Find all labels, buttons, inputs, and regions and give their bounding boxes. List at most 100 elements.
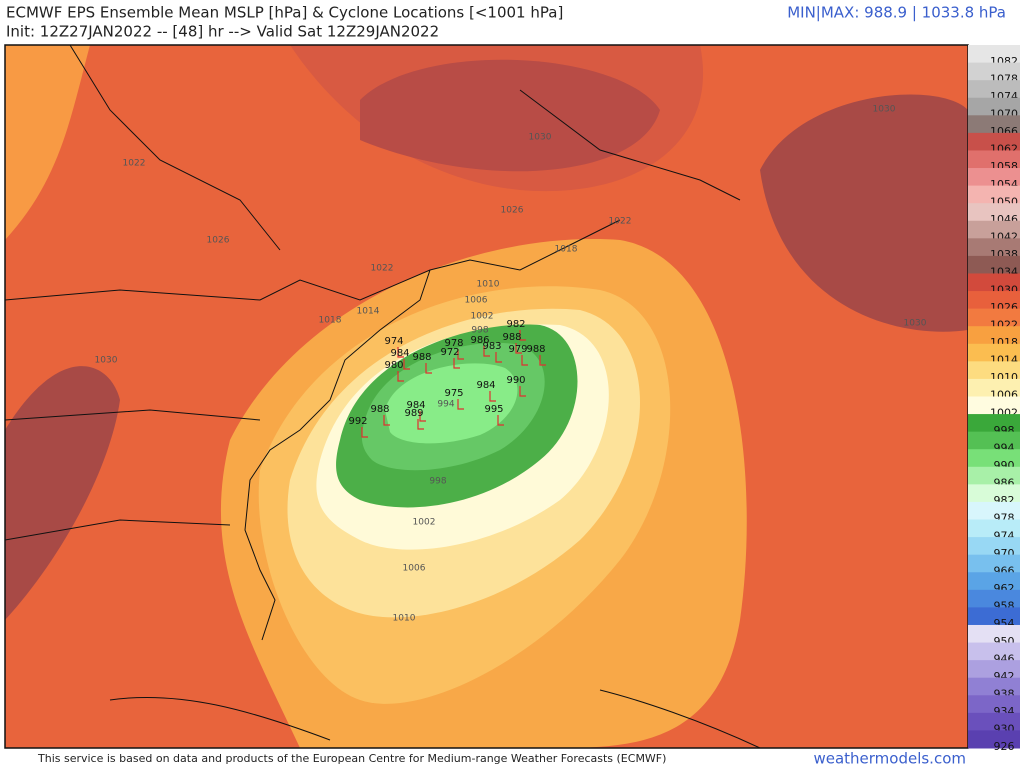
cyclone-label: 984 bbox=[390, 348, 409, 359]
contour-label: 1018 bbox=[555, 245, 578, 255]
contour-label: 998 bbox=[471, 326, 488, 336]
low-marker bbox=[521, 355, 528, 366]
contour-label: 1030 bbox=[904, 319, 927, 329]
colorbar-swatch bbox=[968, 730, 1020, 749]
colorbar-swatch bbox=[968, 572, 1020, 591]
min-max: MIN|MAX: 988.9 | 1033.8 hPa bbox=[787, 4, 1006, 22]
init-line: Init: 12Z27JAN2022 -- [48] hr --> Valid … bbox=[6, 23, 439, 41]
contour-label: 1022 bbox=[123, 159, 146, 169]
low-marker bbox=[397, 371, 404, 382]
field-1034 bbox=[360, 59, 660, 172]
field-1018 bbox=[5, 45, 90, 240]
colorbar-swatch bbox=[968, 185, 1020, 204]
map: 1022 1026 1030 1026 1022 1018 1022 1014 1018 1010… bbox=[4, 44, 969, 749]
cyclone-label: 975 bbox=[444, 388, 463, 399]
colorbar-swatch bbox=[968, 414, 1020, 433]
colorbar-swatch bbox=[968, 220, 1020, 239]
colorbar-label: 926 bbox=[994, 740, 1015, 753]
colorbar-swatch bbox=[968, 273, 1020, 292]
cyclone-label: 983 bbox=[482, 341, 501, 352]
colorbar-swatch bbox=[968, 168, 1020, 187]
colorbar-swatch bbox=[968, 624, 1020, 644]
contour-label: 1022 bbox=[371, 264, 394, 274]
low-marker bbox=[417, 419, 424, 430]
site: weathermodels.com bbox=[813, 750, 966, 768]
colorbar-swatch bbox=[968, 97, 1020, 116]
low-marker bbox=[425, 363, 432, 374]
low-marker bbox=[397, 347, 404, 358]
colorbar-swatch bbox=[968, 45, 1020, 64]
colorbar-swatch bbox=[968, 554, 1020, 573]
caribbean-coast bbox=[109, 689, 761, 748]
colorbar-swatch bbox=[968, 132, 1020, 151]
colorbar-swatch bbox=[968, 361, 1020, 380]
disclaimer: This service is based on data and produc… bbox=[37, 752, 666, 765]
contour-label: 994 bbox=[437, 400, 454, 410]
cyclone-label: 982 bbox=[506, 319, 525, 330]
cyclone-label: 992 bbox=[348, 416, 367, 427]
low-marker bbox=[457, 399, 464, 410]
colorbar-swatch bbox=[968, 203, 1020, 222]
colorbar-swatch bbox=[968, 115, 1020, 134]
colorbar-swatch bbox=[968, 80, 1020, 99]
low-marker bbox=[515, 343, 522, 354]
low-marker bbox=[519, 386, 526, 397]
cyclone-label: 986 bbox=[470, 335, 489, 346]
colorbar-swatch bbox=[968, 589, 1020, 608]
contour-label: 1018 bbox=[319, 316, 342, 326]
contour-label: 1010 bbox=[393, 614, 416, 624]
low-marker bbox=[483, 346, 490, 357]
colorbar-swatch bbox=[968, 660, 1020, 679]
colorbar-swatch bbox=[968, 255, 1020, 274]
colorbar-swatch bbox=[968, 326, 1020, 345]
colorbar-swatch bbox=[968, 484, 1020, 503]
colorbar-swatch bbox=[968, 238, 1020, 257]
contour-label: 1010 bbox=[477, 280, 500, 290]
contour-label: 998 bbox=[429, 477, 446, 487]
cyclone-label: 979 bbox=[508, 344, 527, 355]
colorbar-swatch bbox=[968, 150, 1020, 169]
low-marker bbox=[519, 330, 526, 341]
low-marker bbox=[495, 352, 502, 363]
colorbar-swatch bbox=[968, 62, 1020, 81]
colorbar-swatch bbox=[968, 396, 1020, 415]
colorbar-swatch bbox=[968, 642, 1020, 661]
colorbar-swatch bbox=[968, 677, 1020, 696]
cyclone-label: 988 bbox=[526, 344, 545, 355]
colorbar-swatch bbox=[968, 607, 1020, 626]
field-1034-east bbox=[760, 94, 968, 332]
contour-label: 1006 bbox=[465, 296, 488, 306]
colorbar-swatch bbox=[968, 308, 1020, 327]
cyclone-label: 989 bbox=[404, 408, 423, 419]
contour-label: 1030 bbox=[95, 356, 118, 366]
colorbar-swatch bbox=[968, 449, 1020, 468]
cyclone-label: 978 bbox=[444, 338, 463, 349]
cyclone-label: 984 bbox=[476, 380, 495, 391]
colorbar-swatch bbox=[968, 343, 1020, 362]
contour-label: 1022 bbox=[609, 217, 632, 227]
title: ECMWF EPS Ensemble Mean MSLP [hPa] & Cyc… bbox=[6, 4, 563, 22]
colorbar-swatch bbox=[968, 291, 1020, 310]
low-marker bbox=[403, 359, 410, 370]
borders bbox=[5, 45, 741, 641]
cyclone-label: 974 bbox=[384, 336, 403, 347]
cyclone-label: 984 bbox=[406, 400, 425, 411]
contour-label: 1002 bbox=[413, 518, 436, 528]
colorbar-swatch bbox=[968, 712, 1020, 731]
colorbar-swatch bbox=[968, 519, 1020, 538]
cyclone-label: 990 bbox=[506, 375, 525, 386]
contour-label: 1030 bbox=[529, 133, 552, 143]
contour-label: 1002 bbox=[471, 312, 494, 322]
cyclone-label: 980 bbox=[384, 360, 403, 371]
cyclone-label: 972 bbox=[440, 347, 459, 358]
contour-label: 1026 bbox=[207, 236, 230, 246]
contour-label: 1026 bbox=[501, 206, 524, 216]
low-marker bbox=[497, 415, 504, 426]
contour-label: 1006 bbox=[403, 564, 426, 574]
colorbar: 1082107810741070106610621058105410501046… bbox=[968, 45, 1020, 753]
low-marker bbox=[419, 411, 426, 422]
contour-label: 1014 bbox=[357, 307, 380, 317]
low-marker bbox=[361, 427, 368, 438]
colorbar-swatch bbox=[968, 501, 1020, 521]
